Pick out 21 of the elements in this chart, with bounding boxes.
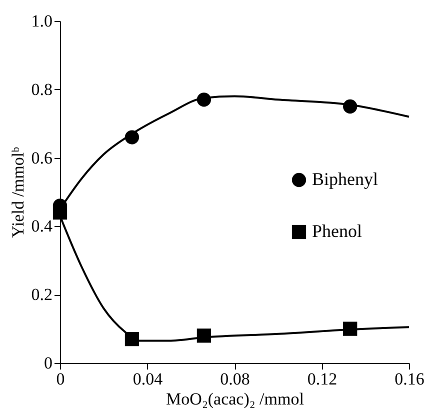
y-tick-label: 0.6 (31, 148, 52, 168)
y-axis-title: Yield /mmolᵇ (8, 147, 28, 238)
x-tick-label: 0.16 (394, 370, 424, 388)
legend-label: Phenol (312, 221, 362, 241)
x-tick-label: 0 (56, 370, 65, 388)
legend-label: Biphenyl (312, 169, 378, 189)
point (343, 322, 358, 336)
point (196, 328, 212, 343)
y-tick-label: 0.4 (31, 216, 53, 236)
x-tick-label: 0.12 (307, 370, 338, 388)
point (343, 99, 358, 114)
point (124, 130, 140, 144)
x-tick-label: 0.08 (220, 370, 250, 388)
y-tick-label: 0.8 (31, 80, 52, 99)
y-tick-label: 1.0 (31, 12, 52, 30)
point (196, 92, 212, 107)
point (124, 332, 140, 346)
y-tick-label: 0 (44, 354, 52, 372)
x-axis-title: MoO₂(acac)₂ /mmol (166, 390, 304, 408)
y-tick-label: 0.2 (31, 285, 52, 304)
x-tick-label: 0.04 (132, 370, 164, 388)
